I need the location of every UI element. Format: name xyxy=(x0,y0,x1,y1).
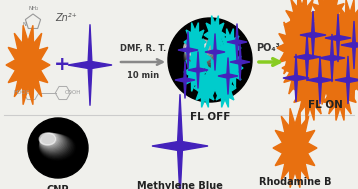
Ellipse shape xyxy=(184,41,237,79)
Polygon shape xyxy=(294,33,320,81)
Ellipse shape xyxy=(40,133,63,150)
Polygon shape xyxy=(189,39,211,77)
Ellipse shape xyxy=(39,134,74,159)
Polygon shape xyxy=(322,56,358,120)
Polygon shape xyxy=(332,0,358,64)
Polygon shape xyxy=(214,69,236,107)
Ellipse shape xyxy=(184,41,231,74)
Polygon shape xyxy=(282,36,318,101)
Polygon shape xyxy=(284,0,320,57)
Ellipse shape xyxy=(40,133,60,147)
Polygon shape xyxy=(6,25,50,105)
Polygon shape xyxy=(152,94,208,189)
Polygon shape xyxy=(335,56,358,104)
Polygon shape xyxy=(230,43,250,81)
Ellipse shape xyxy=(40,134,67,153)
Text: PO₄³⁻: PO₄³⁻ xyxy=(256,43,285,53)
Ellipse shape xyxy=(40,134,70,156)
Polygon shape xyxy=(211,43,233,81)
Ellipse shape xyxy=(185,39,211,57)
Ellipse shape xyxy=(184,40,229,72)
Polygon shape xyxy=(292,56,328,120)
Polygon shape xyxy=(68,24,112,106)
Ellipse shape xyxy=(39,134,73,158)
Polygon shape xyxy=(325,14,351,62)
Ellipse shape xyxy=(40,134,64,151)
Polygon shape xyxy=(194,69,216,107)
Polygon shape xyxy=(273,108,317,188)
Ellipse shape xyxy=(184,41,234,77)
Text: FL OFF: FL OFF xyxy=(190,112,230,122)
Ellipse shape xyxy=(185,40,219,64)
Polygon shape xyxy=(188,51,208,88)
Polygon shape xyxy=(219,29,241,67)
Polygon shape xyxy=(178,32,198,68)
Ellipse shape xyxy=(40,134,68,154)
Polygon shape xyxy=(283,54,309,102)
Polygon shape xyxy=(218,57,238,94)
Ellipse shape xyxy=(185,40,223,67)
Polygon shape xyxy=(319,34,345,82)
Ellipse shape xyxy=(184,39,207,56)
Polygon shape xyxy=(308,40,344,105)
Text: Rhodamine B: Rhodamine B xyxy=(259,177,331,187)
Text: COOH: COOH xyxy=(64,91,81,95)
Circle shape xyxy=(28,118,88,178)
Text: Zn²⁺: Zn²⁺ xyxy=(55,13,77,23)
Polygon shape xyxy=(300,11,326,59)
Polygon shape xyxy=(184,23,206,61)
Polygon shape xyxy=(175,61,195,98)
Ellipse shape xyxy=(185,40,217,62)
Polygon shape xyxy=(302,12,338,77)
Ellipse shape xyxy=(185,40,221,66)
Polygon shape xyxy=(205,33,225,70)
Polygon shape xyxy=(332,36,358,101)
Text: 10 min: 10 min xyxy=(127,71,159,81)
Ellipse shape xyxy=(40,133,62,149)
Text: DMF, R. T.: DMF, R. T. xyxy=(120,43,166,53)
Polygon shape xyxy=(341,21,358,69)
Text: N: N xyxy=(22,22,26,27)
Text: FL ON: FL ON xyxy=(308,100,343,110)
Polygon shape xyxy=(307,56,333,104)
Text: Methylene Blue: Methylene Blue xyxy=(137,181,223,189)
Polygon shape xyxy=(204,59,226,97)
Polygon shape xyxy=(221,49,243,87)
Polygon shape xyxy=(327,18,358,82)
Ellipse shape xyxy=(185,39,213,59)
Polygon shape xyxy=(277,15,313,81)
Text: NH₂: NH₂ xyxy=(29,6,39,11)
Ellipse shape xyxy=(39,134,71,157)
Ellipse shape xyxy=(40,133,57,145)
Ellipse shape xyxy=(184,41,233,76)
Ellipse shape xyxy=(39,133,56,145)
Ellipse shape xyxy=(185,40,215,61)
Polygon shape xyxy=(184,53,206,91)
Polygon shape xyxy=(310,0,346,50)
Ellipse shape xyxy=(40,134,66,152)
Ellipse shape xyxy=(40,133,59,146)
Polygon shape xyxy=(227,23,247,60)
Text: +: + xyxy=(54,56,70,74)
Ellipse shape xyxy=(39,135,77,161)
Ellipse shape xyxy=(39,134,76,160)
Text: HOOC: HOOC xyxy=(13,91,29,95)
Ellipse shape xyxy=(184,40,225,69)
Ellipse shape xyxy=(184,40,227,71)
Polygon shape xyxy=(204,16,226,54)
Text: CNP: CNP xyxy=(47,185,69,189)
Circle shape xyxy=(168,18,252,102)
Ellipse shape xyxy=(186,39,209,56)
